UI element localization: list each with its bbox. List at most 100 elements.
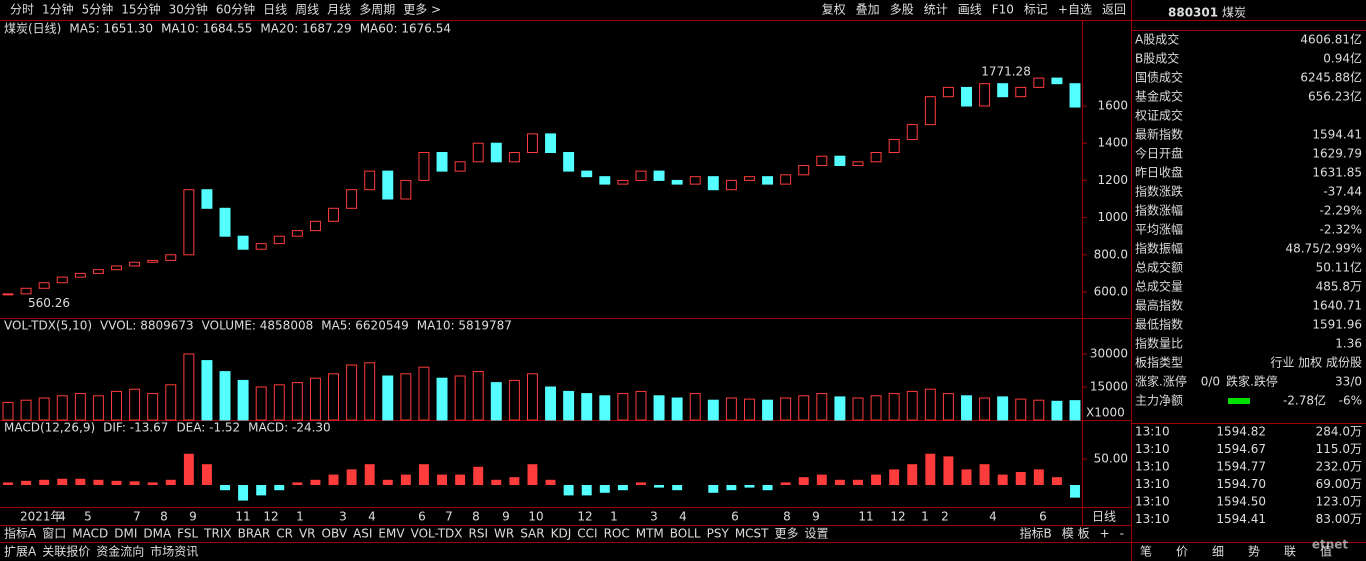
side-tab[interactable]: 值	[1320, 544, 1332, 559]
flow-value: -2.78亿	[1283, 393, 1326, 408]
indicator-tab[interactable]: MTM	[636, 527, 664, 541]
candle	[2, 293, 14, 296]
indicator-tab[interactable]: 指标A	[4, 526, 37, 541]
x-tick-label: 10	[528, 510, 543, 524]
quote-label: 最低指数	[1135, 317, 1183, 332]
indicator-tab[interactable]: +	[1100, 527, 1110, 541]
tool-button[interactable]: 画线	[958, 3, 982, 17]
candle	[780, 174, 792, 185]
indicator-tab[interactable]: KDJ	[551, 527, 572, 541]
indicator-tab[interactable]: 模 板	[1062, 527, 1090, 541]
x-tick-label: 9	[502, 510, 510, 524]
quote-value: 656.23亿	[1308, 89, 1362, 104]
period-button[interactable]: 周线	[295, 3, 319, 17]
volume-bar	[997, 396, 1009, 421]
indicator-tab[interactable]: -	[1120, 527, 1124, 541]
side-tab[interactable]: 细	[1212, 545, 1224, 559]
quote-value: 1591.96	[1312, 318, 1362, 332]
indicator-tab[interactable]: EMV	[378, 527, 405, 541]
indicator-tab[interactable]: 更多	[775, 527, 799, 541]
indicator-tab[interactable]: MCST	[735, 527, 769, 541]
indicator-tab[interactable]: CR	[276, 527, 293, 541]
indicator-tab[interactable]: CCI	[577, 527, 597, 541]
period-button[interactable]: 15分钟	[121, 2, 160, 17]
indicator-tab[interactable]: ROC	[604, 527, 630, 541]
indicator-tab[interactable]: TRIX	[203, 527, 231, 541]
volume-bar	[418, 366, 430, 421]
period-button[interactable]: 分时	[10, 3, 34, 17]
y-tick-label: 1000	[1097, 210, 1128, 224]
side-tab[interactable]: 联	[1284, 545, 1296, 559]
tool-button[interactable]: +自选	[1058, 3, 1092, 17]
bottom-tab[interactable]: 市场资讯	[150, 544, 198, 559]
indicator-tab[interactable]: VOL-TDX	[411, 527, 463, 541]
indicator-tab[interactable]: WR	[494, 527, 514, 541]
period-button[interactable]: 月线	[327, 3, 351, 17]
period-button[interactable]: 5分钟	[82, 2, 114, 17]
indicator-tab[interactable]: FSL	[177, 527, 198, 541]
volume-bar	[653, 395, 665, 421]
indicator-tab[interactable]: 设置	[805, 527, 829, 541]
volume-bar	[1033, 399, 1045, 421]
indicator-tab[interactable]: 窗口	[42, 527, 66, 541]
indicator-tab[interactable]: OBV	[322, 527, 348, 541]
candle	[526, 133, 538, 153]
volume-bar	[906, 390, 918, 421]
indicator-tab[interactable]: RSI	[469, 527, 489, 541]
indicator-tab[interactable]: 指标B	[1020, 526, 1052, 541]
period-button[interactable]: 1分钟	[42, 2, 74, 17]
legend-item: DIF: -13.67	[103, 421, 168, 435]
period-button[interactable]: 日线	[263, 3, 287, 17]
indicator-tab[interactable]: SAR	[520, 527, 544, 541]
period-button[interactable]: 30分钟	[169, 2, 208, 17]
indicator-tab[interactable]: VR	[299, 527, 316, 541]
indicator-tab[interactable]: ASI	[353, 527, 372, 541]
bottom-tab[interactable]: 扩展A	[4, 545, 37, 559]
tool-button[interactable]: 复权	[822, 3, 846, 17]
x-tick-label: 2	[941, 510, 949, 524]
indicator-tab[interactable]: MACD	[72, 527, 108, 541]
period-button[interactable]: 更多 >	[403, 3, 441, 17]
indicator-tab[interactable]: DMA	[143, 527, 172, 541]
y-tick-label: 50.00	[1094, 452, 1128, 466]
candle	[635, 170, 647, 181]
legend-item: DEA: -1.52	[176, 421, 240, 435]
side-tab[interactable]: 势	[1248, 545, 1260, 559]
candle	[201, 189, 213, 209]
period-button[interactable]: 60分钟	[216, 2, 255, 17]
tool-button[interactable]: 叠加	[856, 3, 880, 17]
bottom-tab[interactable]: 关联报价	[42, 544, 90, 559]
tool-button[interactable]: 返回	[1102, 3, 1126, 17]
volume-bar	[328, 373, 339, 421]
volume-bar	[725, 397, 737, 421]
indicator-tab[interactable]: BRAR	[238, 527, 271, 541]
indicator-tab[interactable]: PSY	[707, 527, 730, 541]
period-button[interactable]: 多周期	[359, 3, 395, 17]
quote-value: 0.94亿	[1323, 51, 1362, 66]
candle	[545, 133, 557, 153]
side-tab[interactable]: 价	[1176, 545, 1188, 559]
volume-bar	[617, 393, 629, 421]
volume-bar	[436, 377, 448, 421]
quote-label: 今日开盘	[1135, 146, 1183, 161]
legend-item: VVOL: 8809673	[100, 319, 194, 333]
volume-bar	[237, 379, 249, 421]
volume-bar	[671, 397, 683, 421]
legend-item: VOLUME: 4858008	[202, 319, 314, 333]
indicator-tab[interactable]: DMI	[114, 527, 137, 541]
tool-button[interactable]: 统计	[924, 3, 948, 17]
x-tick-label: 11	[858, 510, 873, 524]
bottom-tab[interactable]: 资金流向	[96, 544, 144, 559]
candle	[237, 235, 249, 250]
candle	[20, 287, 32, 295]
candle	[617, 179, 629, 185]
x-tick-label: 12	[577, 510, 592, 524]
side-tab[interactable]: 笔	[1140, 544, 1152, 559]
tool-button[interactable]: F10	[992, 3, 1014, 17]
volume-bar	[1069, 400, 1081, 421]
indicator-tab[interactable]: BOLL	[670, 527, 701, 541]
candle	[490, 142, 502, 163]
tool-button[interactable]: 多股	[890, 3, 914, 17]
tool-button[interactable]: 标记	[1024, 3, 1048, 17]
